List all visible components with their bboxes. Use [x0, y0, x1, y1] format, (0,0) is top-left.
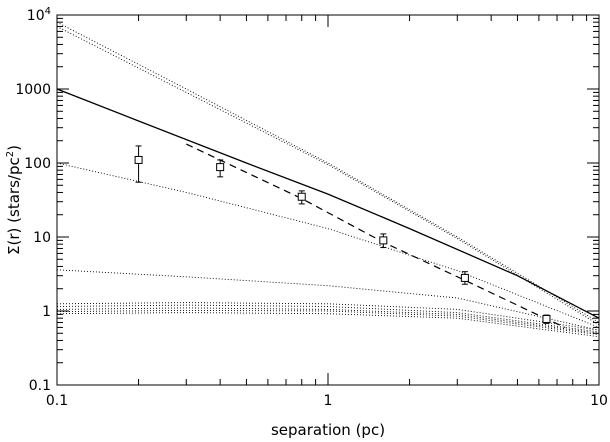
data-point [216, 159, 225, 178]
square-marker [379, 236, 388, 245]
square-marker [216, 163, 225, 172]
x-axis-label: separation (pc) [271, 421, 385, 439]
y-tick-label: 1 [42, 304, 51, 320]
data-point [460, 271, 469, 285]
data-point [134, 145, 143, 183]
plot-frame [56, 14, 600, 386]
data-points [134, 145, 551, 324]
x-tick-label: 0.1 [46, 393, 68, 409]
series-dotted-line [56, 162, 600, 328]
series-dotted-line [56, 26, 600, 326]
y-tick-label: 1000 [15, 82, 51, 98]
series-solid-line [56, 88, 600, 319]
y-tick-label: 104 [27, 6, 51, 24]
y-axis-label-sup: 2 [5, 151, 16, 157]
x-tick-labels: 0.1 1 10 [46, 393, 608, 409]
series-dotted-line [56, 269, 600, 331]
y-tick-label: 0.1 [29, 378, 51, 394]
square-marker [297, 192, 306, 201]
y-axis-label: Σ(r) (stars/pc2) [5, 145, 23, 255]
x-tick-label: 10 [590, 393, 608, 409]
series-dotted-line [56, 304, 600, 333]
y-tick-label: 100 [24, 156, 51, 172]
axis-ticks [56, 15, 599, 386]
series-dashed-line [186, 143, 566, 328]
series-dotted-line [56, 312, 600, 338]
series-dotted-line [56, 307, 600, 334]
series-dotted-line [56, 309, 600, 336]
series-dotted-line [56, 302, 600, 331]
y-tick-label: 10 [33, 230, 51, 246]
data-point [297, 190, 306, 205]
y-tick-labels: 0.1 1 10 100 1000 104 [15, 6, 51, 394]
series-lines [56, 21, 600, 338]
x-tick-label: 1 [324, 393, 333, 409]
square-marker [460, 273, 469, 282]
data-point [542, 314, 551, 324]
square-marker [542, 314, 551, 323]
y-axis-label-close: ) [5, 145, 23, 151]
y-axis-label-main: Σ(r) (stars/pc [5, 157, 23, 255]
data-point [379, 233, 388, 249]
square-marker [134, 155, 143, 164]
